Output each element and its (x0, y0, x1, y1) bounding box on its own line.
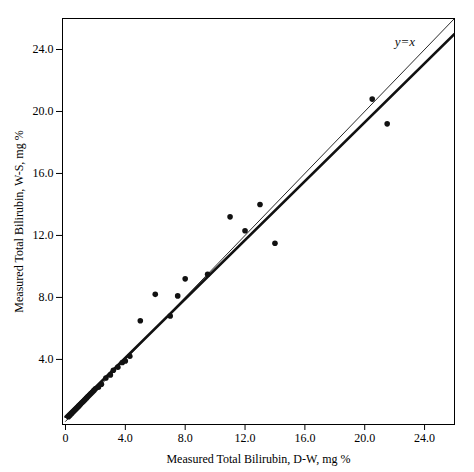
svg-text:16.0: 16.0 (294, 431, 315, 445)
svg-text:4.0: 4.0 (39, 352, 54, 366)
svg-text:8.0: 8.0 (178, 431, 193, 445)
svg-text:y=x: y=x (393, 34, 416, 49)
svg-text:20.0: 20.0 (33, 104, 54, 118)
svg-text:24.0: 24.0 (414, 431, 435, 445)
svg-text:24.0: 24.0 (33, 42, 54, 56)
svg-text:4.0: 4.0 (118, 431, 133, 445)
svg-text:12.0: 12.0 (33, 228, 54, 242)
svg-text:20.0: 20.0 (354, 431, 375, 445)
svg-text:16.0: 16.0 (33, 166, 54, 180)
svg-text:Measured Total Bilirubin, W-S,: Measured Total Bilirubin, W-S, mg % (12, 130, 26, 312)
svg-text:12.0: 12.0 (235, 431, 256, 445)
svg-text:0: 0 (62, 431, 68, 445)
svg-text:Measured Total Bilirubin, D-W,: Measured Total Bilirubin, D-W, mg % (166, 452, 350, 466)
svg-text:8.0: 8.0 (39, 290, 54, 304)
